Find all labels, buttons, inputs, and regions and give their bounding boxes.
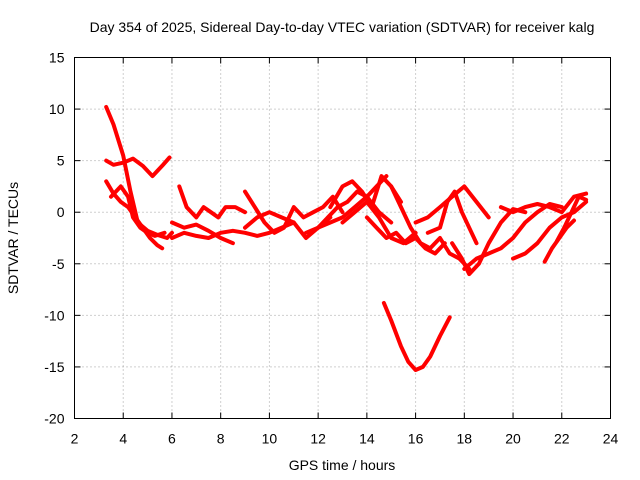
x-tick-label: 24 bbox=[603, 431, 619, 447]
series-line-s1 bbox=[104, 105, 174, 240]
x-tick-label: 2 bbox=[71, 431, 79, 447]
x-tick-label: 10 bbox=[262, 431, 278, 447]
x-tick-label: 8 bbox=[217, 431, 225, 447]
series-line-s12 bbox=[328, 174, 403, 210]
y-tick-label: -5 bbox=[52, 256, 65, 272]
series-line-s7 bbox=[170, 220, 235, 246]
series-line-s10 bbox=[316, 174, 389, 230]
y-tick-label: -10 bbox=[44, 307, 64, 323]
x-tick-label: 16 bbox=[408, 431, 424, 447]
x-tick-label: 18 bbox=[457, 431, 473, 447]
x-tick-label: 4 bbox=[119, 431, 127, 447]
y-tick-label: 0 bbox=[57, 204, 65, 220]
x-tick-label: 22 bbox=[554, 431, 570, 447]
series-line-s22 bbox=[511, 199, 589, 261]
y-tick-label: 5 bbox=[57, 153, 65, 169]
y-tick-label: 10 bbox=[49, 101, 65, 117]
series-line-s6 bbox=[177, 184, 247, 220]
y-tick-label: -15 bbox=[44, 359, 64, 375]
x-tick-label: 12 bbox=[310, 431, 326, 447]
x-axis-label: GPS time / hours bbox=[289, 457, 396, 473]
series-line-s15 bbox=[389, 184, 472, 271]
grid-layer bbox=[74, 57, 611, 419]
x-tick-label: 14 bbox=[359, 431, 375, 447]
series-line-s17 bbox=[425, 189, 479, 246]
series-line-s24 bbox=[554, 194, 589, 244]
plot-frame bbox=[74, 57, 611, 419]
series-line-s21 bbox=[498, 191, 589, 215]
series-line-s2 bbox=[104, 155, 172, 179]
y-tick-label: 15 bbox=[49, 50, 65, 66]
y-axis-label: SDTVAR / TECUs bbox=[5, 182, 21, 294]
series-line-s14 bbox=[364, 215, 447, 256]
x-tick-label: 6 bbox=[168, 431, 176, 447]
series-line-s18 bbox=[381, 301, 452, 372]
x-tick-label: 20 bbox=[505, 431, 521, 447]
series-line-s11 bbox=[304, 194, 394, 235]
chart-title: Day 354 of 2025, Sidereal Day-to-day VTE… bbox=[90, 19, 595, 35]
series-line-s9 bbox=[243, 189, 345, 235]
series-line-s4 bbox=[109, 184, 167, 238]
series-layer bbox=[104, 105, 589, 372]
y-tick-label: -20 bbox=[44, 411, 64, 427]
